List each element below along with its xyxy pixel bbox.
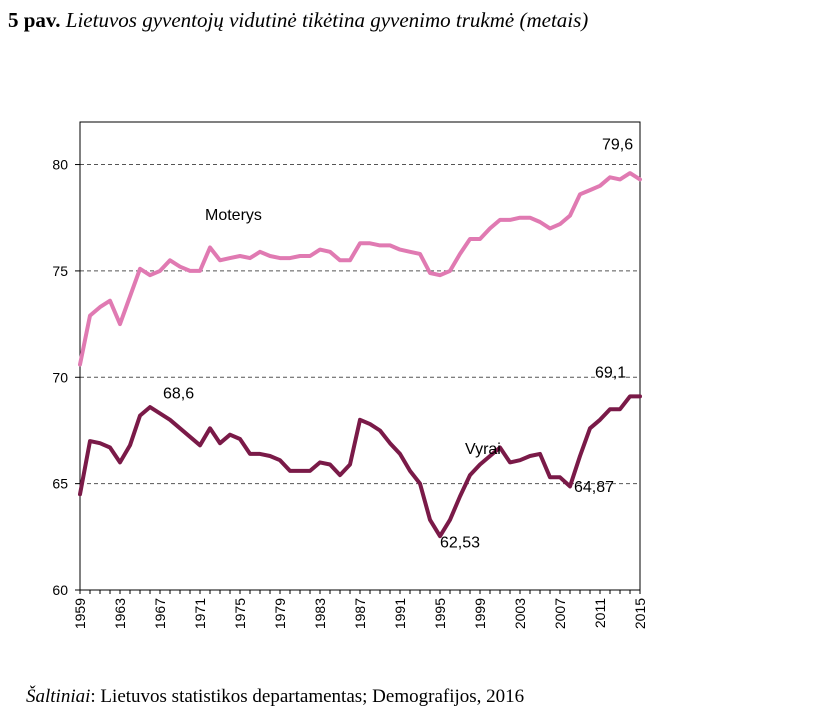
- x-tick-label-1999: 1999: [472, 598, 488, 629]
- annotation-2: 79,6: [602, 137, 633, 154]
- annotation-3: 68,6: [163, 386, 194, 403]
- x-tick-label-1963: 1963: [112, 598, 128, 629]
- x-tick-label-2011: 2011: [592, 598, 608, 628]
- x-tick-label-1983: 1983: [312, 598, 328, 629]
- x-tick-label-1975: 1975: [232, 598, 248, 629]
- source-note: Šaltiniai: Lietuvos statistikos departam…: [26, 686, 524, 708]
- x-tick-label-2015: 2015: [632, 598, 648, 629]
- annotation-5: 62,53: [440, 534, 480, 551]
- x-tick-label-1971: 1971: [192, 598, 208, 629]
- plot-frame: [79, 121, 641, 591]
- figure-number: 5 pav.: [8, 8, 61, 32]
- y-tick-label-75: 75: [52, 263, 68, 279]
- tick-labels: 60 65 70 75 80 1959 1963 1967 1971 1975 1979 1983 19…: [52, 157, 648, 630]
- annotation-4: 69,1: [595, 364, 626, 381]
- figure-title: 5 pav. Lietuvos gyventojų vidutinė tikėt…: [8, 8, 588, 33]
- x-tick-label-1959: 1959: [72, 598, 88, 629]
- annotation-1: Vyrai: [465, 441, 501, 458]
- y-tick-label-70: 70: [52, 369, 68, 385]
- x-tick-label-1991: 1991: [392, 598, 408, 629]
- series-line-vyrai: [78, 394, 642, 539]
- x-tick-label-2003: 2003: [512, 598, 528, 629]
- x-tick-label-1987: 1987: [352, 598, 368, 629]
- source-label: Šaltiniai: [26, 686, 91, 707]
- annotation-0: Moterys: [205, 207, 262, 224]
- x-tick-label-2007: 2007: [552, 598, 568, 629]
- y-tick-label-80: 80: [52, 157, 68, 173]
- series-lines: [78, 171, 642, 539]
- x-tick-label-1995: 1995: [432, 598, 448, 629]
- axes: [75, 121, 641, 594]
- grid-lines: [80, 164, 640, 485]
- series-line-moterys: [78, 171, 642, 367]
- annotations: Moterys Vyrai 79,6 68,6 69,1 62,53 64,87: [163, 137, 633, 552]
- x-tick-label-1979: 1979: [272, 598, 288, 629]
- annotation-6: 64,87: [574, 479, 614, 496]
- source-text: : Lietuvos statistikos departamentas; De…: [90, 686, 525, 707]
- y-tick-label-65: 65: [52, 476, 68, 492]
- y-tick-label-60: 60: [52, 582, 68, 598]
- figure-title-text: Lietuvos gyventojų vidutinė tikėtina gyv…: [65, 8, 589, 32]
- x-tick-label-1967: 1967: [152, 598, 168, 629]
